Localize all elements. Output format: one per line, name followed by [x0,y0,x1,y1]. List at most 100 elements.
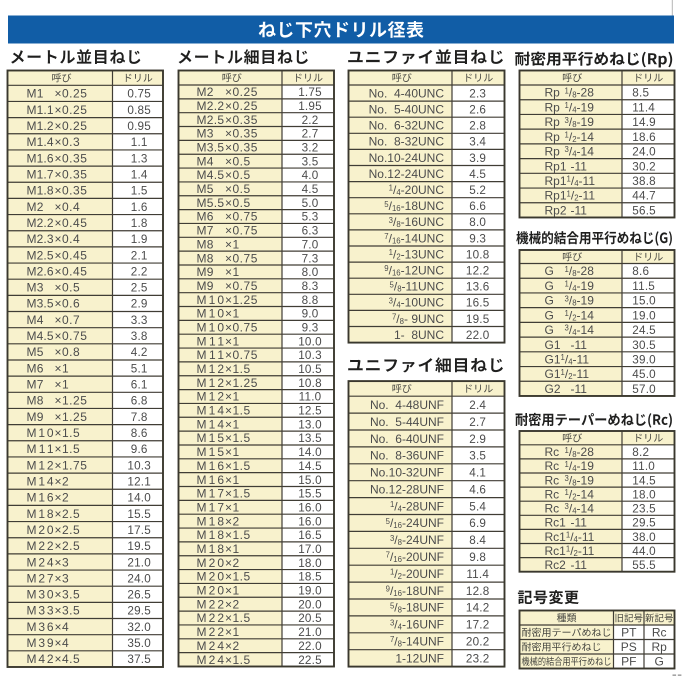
svg-text:32.0: 32.0 [127,621,151,634]
svg-text:14.2: 14.2 [466,602,490,615]
svg-text:×1: ×1 [55,378,70,392]
svg-text:5.0: 5.0 [302,197,319,210]
svg-text:18.5: 18.5 [298,571,322,584]
svg-text:×1.5: ×1.5 [225,528,251,542]
svg-text:3.5: 3.5 [469,450,486,463]
svg-text:M11: M11 [197,348,225,362]
svg-text:×0.4: ×0.4 [55,200,81,214]
svg-text:1/2-13UNC: 1/2-13UNC [389,247,445,261]
svg-text:11.4: 11.4 [632,101,655,114]
svg-text:18.6: 18.6 [632,131,656,144]
svg-text:×0.35: ×0.35 [55,184,88,198]
svg-text:×1.75: ×1.75 [55,458,88,472]
svg-text:No.12-28UNF: No.12-28UNF [370,482,444,496]
svg-text:18.0: 18.0 [632,489,656,502]
svg-text:G: G [545,264,554,278]
svg-text:G1: G1 [545,338,561,352]
svg-text:1/2-20UNF: 1/2-20UNF [390,567,444,581]
svg-text:×1.25: ×1.25 [225,376,258,390]
svg-text:×1.5: ×1.5 [225,611,251,625]
svg-text:M27: M27 [27,571,54,585]
svg-text:11.5: 11.5 [632,280,655,293]
svg-text:×0.5: ×0.5 [225,196,251,210]
svg-text:M22: M22 [197,625,225,639]
svg-text:M2.2: M2.2 [197,99,225,113]
svg-text:M24: M24 [197,639,225,653]
svg-text:×3.5: ×3.5 [55,604,81,618]
svg-text:1/4-28UNF: 1/4-28UNF [390,499,444,513]
svg-text:5.3: 5.3 [302,211,319,224]
svg-text:12.8: 12.8 [466,585,490,598]
svg-text:17.2: 17.2 [466,619,490,632]
svg-text:9.3: 9.3 [469,232,486,245]
svg-text:G11/4-11: G11/4-11 [545,353,590,367]
svg-text:14.0: 14.0 [298,446,322,459]
svg-text:Rp: Rp [545,100,561,114]
svg-text:M4.5: M4.5 [27,329,54,343]
svg-text:13.0: 13.0 [298,418,322,431]
svg-text:38.8: 38.8 [632,175,656,188]
svg-text:×3: ×3 [55,555,70,569]
svg-text:×1.5: ×1.5 [225,431,251,445]
svg-text:M8: M8 [27,394,44,408]
svg-text:M2.6: M2.6 [27,264,54,278]
svg-text:9.6: 9.6 [131,443,148,456]
svg-text:3/4-14: 3/4-14 [565,502,595,516]
svg-text:8.0: 8.0 [302,266,319,279]
svg-text:M10: M10 [197,321,225,335]
svg-text:No.12-24UNC: No.12-24UNC [369,167,445,181]
svg-text:3.5: 3.5 [302,155,319,168]
svg-text:M11: M11 [27,442,54,456]
svg-text:×0.25: ×0.25 [55,87,88,101]
svg-text:×4.5: ×4.5 [55,652,81,666]
svg-text:3/8-19: 3/8-19 [565,115,595,129]
svg-text:8.0: 8.0 [469,216,486,229]
svg-text:13.5: 13.5 [298,432,322,445]
svg-text:2.8: 2.8 [469,120,486,133]
svg-text:×0.45: ×0.45 [55,216,88,230]
svg-text:44.0: 44.0 [632,545,656,558]
svg-text:5.1: 5.1 [131,362,148,375]
svg-text:M12: M12 [197,376,225,390]
svg-text:1/4-19: 1/4-19 [565,279,595,293]
svg-text:×2: ×2 [225,639,240,653]
svg-text:G2: G2 [545,382,561,396]
svg-text:7/16-20UNF: 7/16-20UNF [386,550,444,564]
svg-text:×0.75: ×0.75 [225,251,258,265]
svg-text:×0.35: ×0.35 [225,113,258,127]
svg-text:17.0: 17.0 [298,543,322,556]
svg-text:×1: ×1 [225,390,240,404]
svg-text:×4: ×4 [55,620,70,634]
svg-text:8.4: 8.4 [469,534,486,547]
svg-text:8.6: 8.6 [632,265,649,278]
svg-text:×1.25: ×1.25 [55,394,88,408]
svg-text:24.0: 24.0 [632,146,656,159]
svg-text:×0.75: ×0.75 [225,224,258,238]
svg-text:×0.45: ×0.45 [55,248,88,262]
svg-text:3/8-16UNC: 3/8-16UNC [389,215,445,229]
svg-text:3/8-24UNF: 3/8-24UNF [390,533,444,547]
svg-text:M15: M15 [197,445,225,459]
svg-text:G: G [545,323,554,337]
svg-text:7.3: 7.3 [302,252,319,265]
svg-text:3/4-16UNF: 3/4-16UNF [390,618,444,632]
svg-text:×0.25: ×0.25 [55,103,88,117]
svg-text:4.6: 4.6 [469,483,486,496]
svg-text:2.2: 2.2 [302,114,319,127]
svg-text:6.9: 6.9 [469,517,486,530]
svg-text:×0.35: ×0.35 [225,127,258,141]
svg-text:M3: M3 [197,127,214,141]
svg-text:M2: M2 [197,85,214,99]
svg-text:10.8: 10.8 [466,248,490,261]
svg-text:M22: M22 [197,611,225,625]
svg-text:×0.35: ×0.35 [225,141,258,155]
svg-text:M8: M8 [197,251,214,265]
svg-text:4.1: 4.1 [469,467,486,480]
svg-text:3/4-14: 3/4-14 [565,323,595,337]
svg-text:×0.6: ×0.6 [55,297,81,311]
svg-text:M4.5: M4.5 [197,168,225,182]
svg-text:4.5: 4.5 [469,168,486,181]
svg-text:7.8: 7.8 [131,411,148,424]
svg-text:×0.75: ×0.75 [225,279,258,293]
svg-text:17.5: 17.5 [127,524,151,537]
